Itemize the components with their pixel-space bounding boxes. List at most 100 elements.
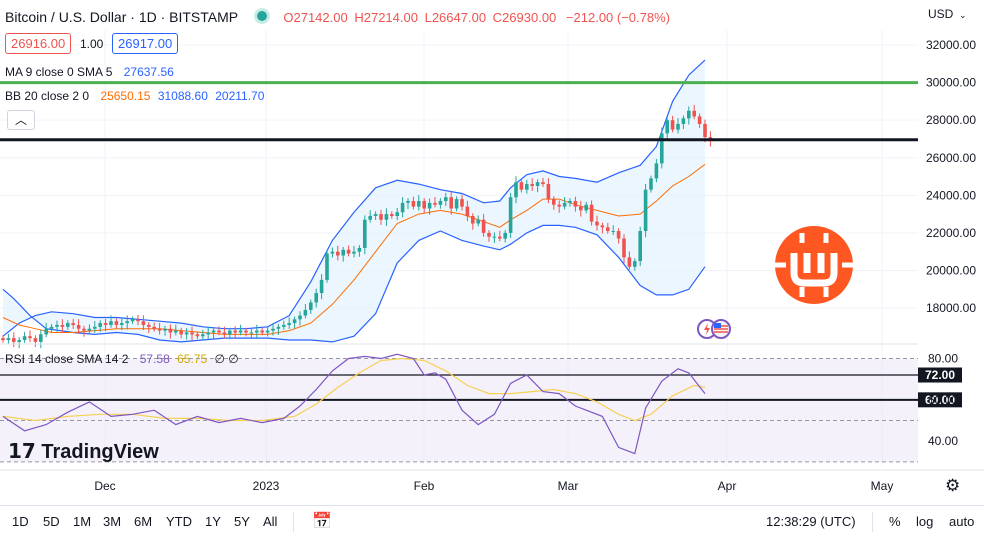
percent-toggle[interactable]: %: [889, 514, 901, 529]
timeframe-all[interactable]: All: [263, 514, 278, 529]
candle-body: [255, 330, 259, 333]
candle-body: [55, 324, 59, 327]
legend-row: Bitcoin / U.S. Dollar · 1D · BITSTAMP O2…: [5, 8, 670, 25]
candle-body: [687, 110, 691, 119]
chevron-up-icon[interactable]: ︿: [7, 110, 35, 130]
currency-selector[interactable]: USD ⌄: [928, 6, 967, 21]
symbol-title[interactable]: Bitcoin / U.S. Dollar · 1D · BITSTAMP: [5, 9, 239, 25]
bollinger-lower-band: [2, 224, 706, 343]
candle-body: [600, 225, 605, 228]
timeframe-1y[interactable]: 1Y: [205, 514, 221, 529]
live-dot-icon: [253, 8, 270, 24]
candle-body: [357, 247, 362, 252]
candle-body: [444, 197, 448, 201]
candle-body: [417, 200, 421, 207]
price-tick-label: 20000.00: [926, 263, 976, 277]
price-axis-bg: [918, 0, 984, 470]
candle-body: [546, 184, 551, 200]
candle-body: [314, 293, 318, 303]
sell-price-button[interactable]: 26916.00: [5, 33, 72, 54]
ohlc-close: C26930.00: [492, 10, 557, 25]
candle-body: [109, 321, 113, 325]
timeframe-5d[interactable]: 5D: [43, 514, 60, 529]
candle-body: [103, 323, 108, 325]
price-tick-label: 18000.00: [926, 301, 976, 315]
candle-body: [627, 257, 632, 267]
candle-body: [87, 328, 92, 331]
bb-label: BB 20 close 2 0: [5, 89, 90, 103]
candle-body: [579, 206, 583, 211]
candle-body: [471, 216, 475, 224]
timeframe-1d[interactable]: 1D: [12, 514, 29, 529]
price-tick-label: 28000.00: [926, 113, 976, 127]
candle-body: [276, 326, 281, 329]
flash-icon[interactable]: [697, 319, 733, 344]
candle-body: [228, 330, 232, 335]
candle-body: [514, 182, 518, 198]
candle-body: [233, 330, 237, 333]
candle-body: [168, 328, 173, 333]
candle-body: [438, 200, 443, 205]
candle-body: [573, 200, 578, 207]
toolbar-divider-right: [872, 512, 873, 532]
candle-body: [201, 334, 205, 337]
bollinger-upper-band: [2, 59, 706, 337]
rsi-level-label: 72.00: [925, 368, 955, 382]
candle-body: [82, 328, 86, 331]
candle-body: [633, 261, 637, 267]
watermark-text: TradingView: [41, 441, 159, 463]
candle-body: [427, 202, 432, 209]
candle-body: [303, 309, 308, 316]
candle-body: [562, 202, 567, 207]
candle-body: [670, 120, 675, 130]
log-toggle[interactable]: log: [916, 514, 934, 529]
candle-body: [238, 330, 243, 333]
candle-body: [39, 334, 43, 342]
spread-value: 1.00: [80, 37, 104, 51]
candle-body: [660, 133, 664, 164]
candle-body: [346, 249, 351, 254]
candle-body: [44, 328, 48, 335]
timeframe-ytd[interactable]: YTD: [166, 514, 192, 529]
candle-body: [222, 332, 227, 335]
auto-toggle[interactable]: auto: [949, 514, 975, 529]
candle-body: [525, 184, 529, 190]
utc-clock[interactable]: 12:38:29 (UTC): [766, 514, 856, 529]
candle-body: [373, 214, 378, 216]
tradingview-logo-icon: 𝟭𝟳: [8, 441, 36, 463]
ma-legend[interactable]: MA 9 close 0 SMA 5 27637.56: [5, 65, 174, 79]
candle-body: [341, 249, 345, 256]
timeframe-5y[interactable]: 5Y: [234, 514, 250, 529]
candle-body: [292, 319, 297, 324]
candle-body: [120, 323, 124, 325]
timeframe-6m[interactable]: 6M: [134, 514, 153, 529]
date-range-icon[interactable]: 📅: [312, 513, 332, 530]
candle-body: [71, 323, 75, 325]
candle-body: [552, 199, 556, 205]
candle-body: [190, 332, 194, 335]
bb-basis-value: 25650.15: [100, 89, 151, 103]
candle-body: [692, 110, 696, 117]
candle-body: [460, 199, 464, 207]
bb-upper-value: 31088.60: [157, 89, 208, 103]
candle-body: [541, 182, 545, 185]
ohlc-low: L26647.00: [424, 10, 487, 25]
price-tick-label: 24000.00: [926, 188, 976, 202]
buy-price-button[interactable]: 26917.00: [112, 33, 179, 54]
gear-icon[interactable]: ⚙: [945, 476, 961, 495]
candle-body: [384, 214, 389, 220]
candle-body: [319, 279, 324, 294]
timeframe-3m[interactable]: 3M: [103, 514, 122, 529]
candle-body: [17, 340, 21, 342]
candle-body: [638, 231, 642, 262]
price-tick-label: 22000.00: [926, 226, 976, 240]
ohlc-open: O27142.00: [283, 10, 348, 25]
rsi-legend[interactable]: RSI 14 close SMA 14 2 57.58 65.75 ∅ ∅: [5, 352, 239, 366]
candle-body: [195, 334, 200, 337]
price-tick-label: 26000.00: [926, 151, 976, 165]
candle-body: [584, 204, 588, 211]
rsi-sma-value: 65.75: [177, 352, 208, 366]
timeframe-1m[interactable]: 1M: [73, 514, 92, 529]
candle-body: [622, 238, 626, 258]
bb-legend[interactable]: BB 20 close 2 0 25650.15 31088.60 20211.…: [5, 89, 264, 103]
